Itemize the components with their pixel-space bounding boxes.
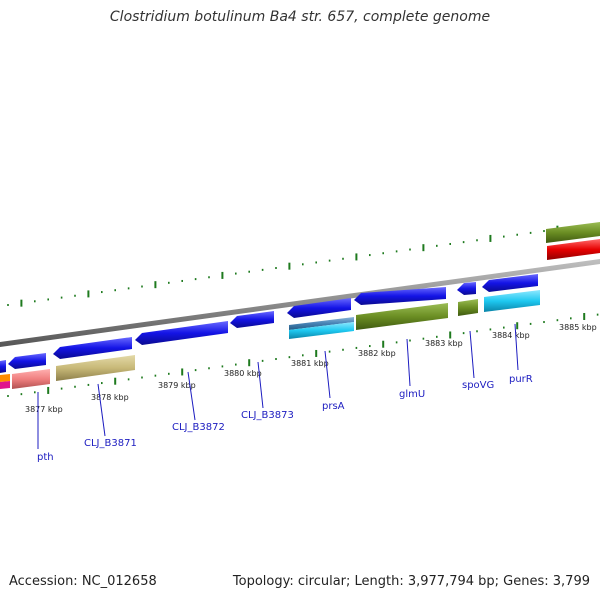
feature-strip	[484, 290, 540, 312]
leader-line	[469, 330, 475, 379]
feature-strip	[56, 355, 135, 381]
leader-line	[257, 361, 264, 409]
position-label: 3878 kbp	[91, 393, 129, 402]
accession-label: Accession: NC_012658	[9, 574, 157, 589]
feature-strip	[289, 322, 354, 339]
feature-strip	[547, 239, 600, 260]
gene-arrow	[53, 337, 132, 359]
tick-row-upper	[7, 222, 599, 307]
leader-line	[406, 338, 411, 387]
position-label: 3880 kbp	[224, 369, 262, 378]
gene-label-clj-b3872: CLJ_B3872	[172, 422, 225, 433]
position-label: 3881 kbp	[291, 359, 329, 368]
sequence-backbone	[0, 259, 600, 347]
position-label: 3879 kbp	[158, 381, 196, 390]
leader-line	[97, 383, 106, 437]
gene-label-clj-b3873: CLJ_B3873	[241, 410, 294, 421]
gene-label-pth: pth	[37, 452, 54, 463]
feature-strip	[546, 222, 600, 243]
position-label: 3882 kbp	[358, 349, 396, 358]
feature-strip	[12, 369, 50, 389]
gene-arrow	[230, 311, 274, 328]
feature-strip	[0, 381, 10, 389]
feature-strip	[289, 317, 354, 330]
gene-label-prsa: prsA	[322, 401, 345, 412]
position-label: 3884 kbp	[492, 331, 530, 340]
gene-arrow	[354, 287, 446, 305]
gene-label-spovg: spoVG	[462, 380, 494, 391]
genome-summary: Topology: circular; Length: 3,977,794 bp…	[232, 574, 590, 589]
feature-strip	[458, 299, 478, 316]
gene-arrow	[482, 274, 538, 292]
position-label: 3883 kbp	[425, 339, 463, 348]
gene-arrow	[287, 298, 351, 318]
gene-arrow	[135, 321, 228, 345]
feature-strips	[0, 222, 600, 389]
gene-arrow	[0, 360, 6, 373]
position-labels: 3877 kbp 3878 kbp 3879 kbp 3880 kbp 3881…	[25, 323, 597, 414]
gene-label-clj-b3871: CLJ_B3871	[84, 438, 137, 449]
leader-line	[187, 371, 196, 421]
gene-arrow	[457, 282, 476, 295]
gene-arrow	[8, 353, 46, 369]
gene-arrows	[0, 274, 538, 373]
feature-strip	[0, 374, 10, 382]
position-label: 3877 kbp	[25, 405, 63, 414]
gene-labels: pth CLJ_B3871 CLJ_B3872 CLJ_B3873 prsA g…	[37, 374, 533, 463]
leader-line	[324, 350, 331, 399]
map-title: Clostridium botulinum Ba4 str. 657, comp…	[109, 9, 491, 25]
tick-row-lower	[7, 312, 599, 397]
gene-label-leaders	[37, 323, 519, 449]
gene-label-purr: purR	[509, 374, 533, 385]
feature-strip	[356, 303, 448, 330]
gene-label-glmu: glmU	[399, 389, 425, 400]
position-label: 3885 kbp	[559, 323, 597, 332]
leader-line	[514, 323, 519, 371]
